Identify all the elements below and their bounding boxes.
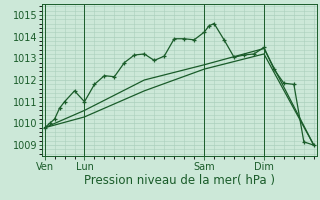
- X-axis label: Pression niveau de la mer( hPa ): Pression niveau de la mer( hPa ): [84, 174, 275, 187]
